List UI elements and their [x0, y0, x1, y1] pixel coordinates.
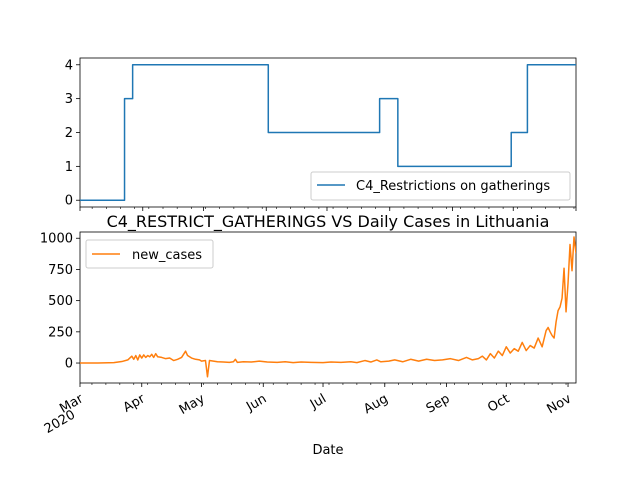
- legend-label-c4-restrictions: C4_Restrictions on gatherings: [356, 179, 550, 194]
- restrictions-x-axis: [79, 207, 577, 211]
- series-line-new-cases: [80, 236, 576, 378]
- restrictions-plot: 0 1 2 3 4 C4_Restrictions on gatherings: [65, 57, 577, 211]
- y-tick-label: 750: [48, 263, 73, 278]
- y-tick-label: 3: [65, 92, 73, 107]
- restrictions-y-axis: 0 1 2 3 4: [65, 58, 80, 209]
- y-tick-label: 0: [65, 194, 73, 209]
- x-tick-sublabel: 2020: [42, 407, 78, 437]
- y-tick-label: 250: [48, 325, 73, 340]
- restrictions-series-group: [80, 64, 576, 201]
- x-tick-label: Nov: [545, 391, 575, 417]
- cases-plot: C4_RESTRICT_GATHERINGS VS Daily Cases in…: [40, 212, 577, 458]
- x-tick-label: Jun: [243, 391, 269, 415]
- y-tick-label: 0: [65, 357, 73, 372]
- series-line-c4-restrictions-on-gatherings: [80, 64, 576, 201]
- y-tick-label: 1000: [40, 232, 73, 247]
- chart-title: C4_RESTRICT_GATHERINGS VS Daily Cases in…: [107, 212, 550, 232]
- y-tick-label: 4: [65, 58, 73, 73]
- x-tick-label: Sep: [424, 391, 453, 416]
- cases-plot-frame: [79, 231, 577, 384]
- legend-box: [85, 239, 214, 269]
- y-tick-label: 500: [48, 294, 73, 309]
- x-tick-label: Apr: [121, 391, 149, 416]
- cases-y-axis: 0 250 500 750 1000: [40, 232, 80, 372]
- x-tick-label: May: [177, 391, 208, 418]
- x-tick-label: Jul: [307, 391, 329, 412]
- legend-box: [310, 171, 571, 201]
- cases-legend: new_cases: [85, 239, 214, 269]
- y-tick-label: 2: [65, 126, 73, 141]
- restrictions-legend: C4_Restrictions on gatherings: [310, 171, 571, 201]
- y-tick-label: 1: [65, 160, 73, 175]
- x-axis-label: Date: [312, 443, 343, 458]
- legend-label-new-cases: new_cases: [132, 248, 202, 263]
- cases-series-group: [80, 236, 576, 378]
- x-tick-label: Oct: [485, 391, 512, 415]
- x-tick-label: Aug: [361, 391, 390, 417]
